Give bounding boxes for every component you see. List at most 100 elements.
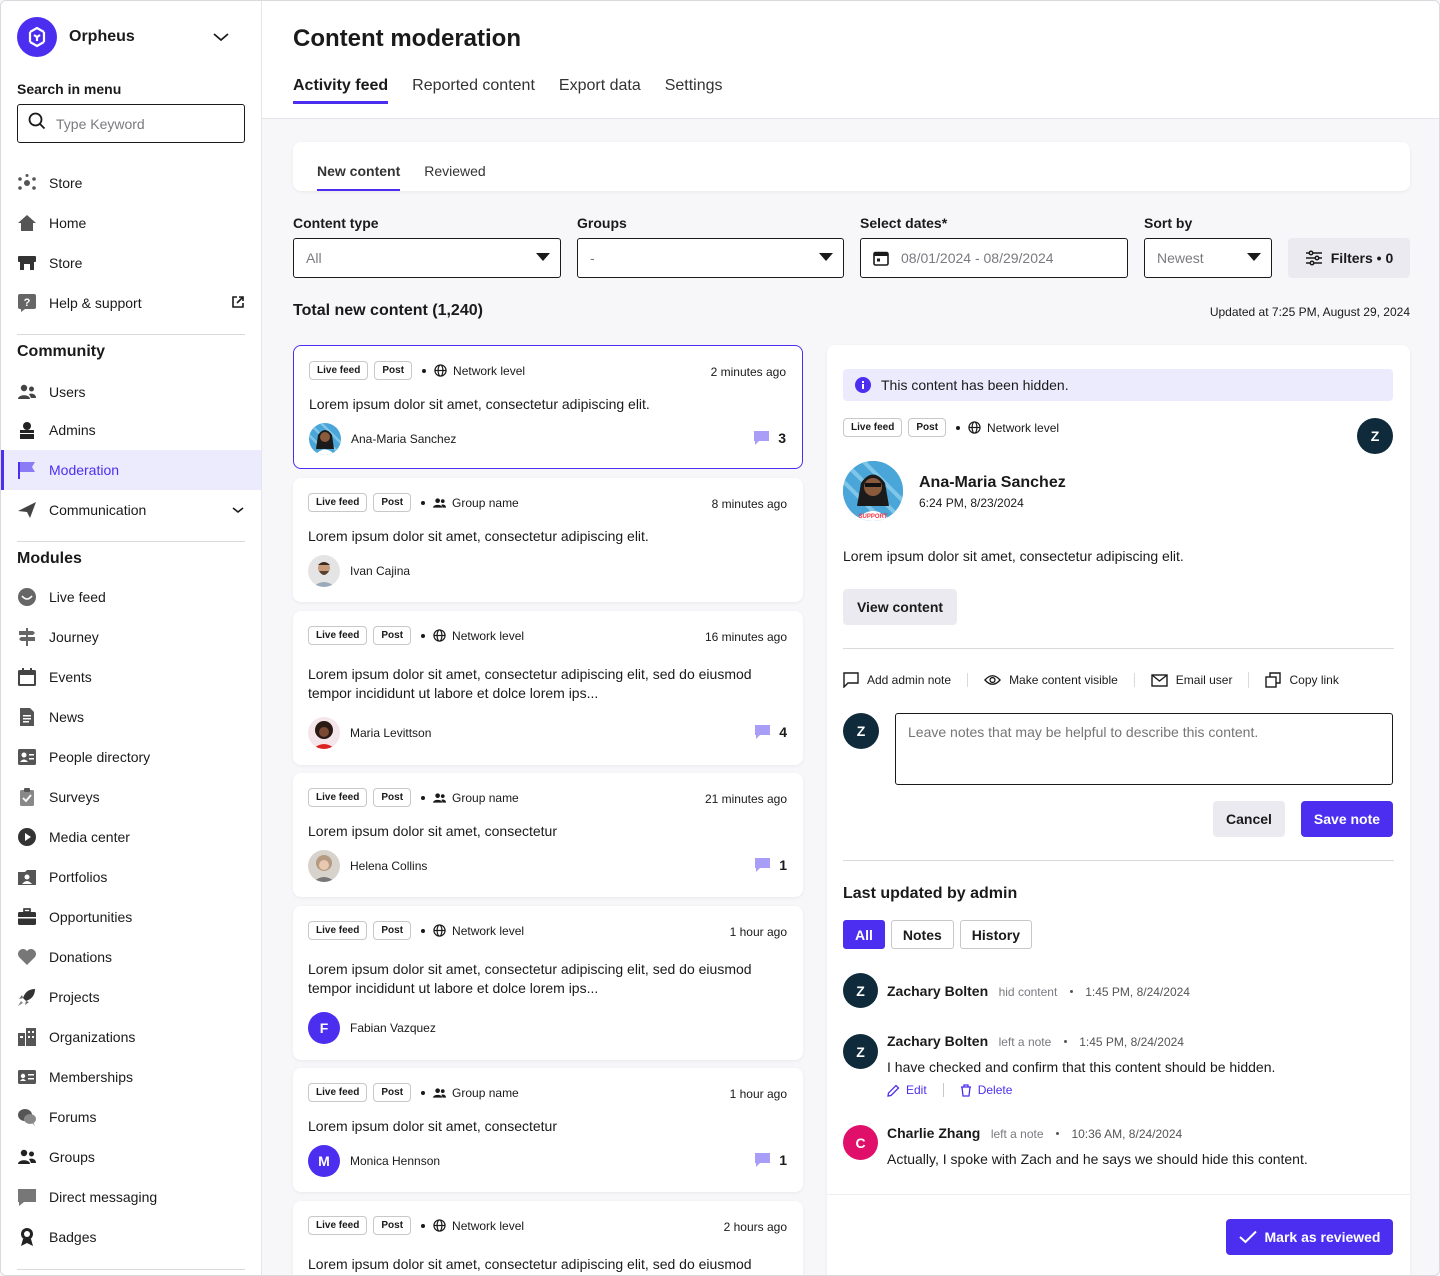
- author-name: Ivan Cajina: [350, 564, 411, 578]
- tab-settings[interactable]: Settings: [664, 77, 723, 94]
- nav-memberships[interactable]: Memberships: [1, 1057, 261, 1097]
- nav-news[interactable]: News: [1, 697, 261, 737]
- add-admin-note-action[interactable]: Add admin note: [843, 672, 967, 688]
- save-note-button[interactable]: Save note: [1301, 801, 1393, 837]
- search-input[interactable]: [56, 115, 226, 132]
- nav-admins[interactable]: Admins: [1, 410, 261, 450]
- feed-card[interactable]: Live feed Post Network level 16 minutes ago…: [293, 611, 803, 765]
- nav-label: Organizations: [49, 1029, 136, 1045]
- message-icon: [17, 1187, 37, 1207]
- copy-link-action[interactable]: Copy link: [1248, 672, 1354, 688]
- mark-as-reviewed-button[interactable]: Mark as reviewed: [1226, 1219, 1393, 1255]
- comment-bubble-icon: [754, 857, 771, 873]
- tab-reported-content[interactable]: Reported content: [412, 77, 535, 94]
- cancel-button[interactable]: Cancel: [1213, 801, 1285, 837]
- viewer-avatar[interactable]: Z: [1357, 418, 1393, 454]
- feed-card[interactable]: Live feed Post Network level 2 hours ago Lor…: [293, 1201, 803, 1275]
- divider: [843, 860, 1394, 861]
- nav-label: Opportunities: [49, 909, 133, 925]
- chip-kind: Post: [908, 418, 947, 437]
- feed-card[interactable]: Live feed Post Network level 1 hour ago Lore…: [293, 906, 803, 1060]
- filters-button[interactable]: Filters • 0: [1288, 238, 1410, 278]
- divider: [17, 541, 245, 542]
- nav-organizations[interactable]: Organizations: [1, 1017, 261, 1057]
- nav-moderation[interactable]: Moderation: [1, 450, 261, 490]
- sort-select[interactable]: Newest: [1144, 238, 1272, 278]
- users-icon: [17, 382, 37, 402]
- nav-help-support[interactable]: ? Help & support: [1, 283, 261, 323]
- groups-select[interactable]: -: [577, 238, 844, 278]
- nav-live-feed[interactable]: Live feed: [1, 577, 261, 617]
- scope-label: Group name: [452, 495, 519, 510]
- chevron-down-icon[interactable]: [211, 27, 231, 52]
- card-author: Ana-Maria Sanchez: [309, 423, 456, 455]
- nav-users[interactable]: Users: [1, 372, 261, 412]
- edit-note-button[interactable]: Edit: [887, 1083, 944, 1097]
- feed-card[interactable]: Live feed Post Group name 21 minutes ago Lor…: [293, 773, 803, 897]
- card-author: F Fabian Vazquez: [308, 1012, 436, 1044]
- nav-store-2[interactable]: Store: [1, 243, 261, 283]
- nav-communication[interactable]: Communication: [1, 490, 261, 530]
- make-visible-action[interactable]: Make content visible: [967, 673, 1134, 687]
- comment-count: 3: [753, 430, 786, 446]
- email-user-action[interactable]: Email user: [1133, 673, 1249, 687]
- tab-reviewed[interactable]: Reviewed: [424, 163, 486, 179]
- delete-note-button[interactable]: Delete: [944, 1083, 1012, 1097]
- send-icon: [17, 500, 37, 520]
- nav-journey[interactable]: Journey: [1, 617, 261, 657]
- history-tab-all[interactable]: All: [843, 920, 885, 949]
- nav-events[interactable]: Events: [1, 657, 261, 697]
- tab-new-content[interactable]: New content: [317, 163, 401, 191]
- tab-export-data[interactable]: Export data: [558, 77, 641, 94]
- history-tab-history[interactable]: History: [959, 920, 1033, 949]
- chip-type: Live feed: [308, 493, 368, 512]
- nav-store[interactable]: Store: [1, 163, 261, 203]
- card-author: Ivan Cajina: [308, 555, 410, 587]
- play-icon: [17, 827, 37, 847]
- chip-kind: Post: [373, 788, 412, 807]
- scope-label: Group name: [452, 790, 519, 805]
- clipboard-icon: [17, 787, 37, 807]
- card-meta: Live feed Post Network level: [308, 1216, 524, 1235]
- nav-forums[interactable]: Forums: [1, 1097, 261, 1137]
- nav-surveys[interactable]: Surveys: [1, 777, 261, 817]
- tab-activity-feed[interactable]: Activity feed: [293, 77, 389, 104]
- flag-icon: [17, 460, 37, 480]
- feed-card[interactable]: Live feed Post Network level 2 minutes ago L…: [293, 345, 803, 469]
- top-bar: Content moderation Activity feed Reporte…: [262, 1, 1439, 119]
- nav-badges[interactable]: Badges: [1, 1217, 261, 1257]
- nav-portfolios[interactable]: Portfolios: [1, 857, 261, 897]
- nav-groups[interactable]: Groups: [1, 1137, 261, 1177]
- chevron-down-icon[interactable]: [231, 503, 245, 520]
- log-time: 10:36 AM, 8/24/2024: [1071, 1127, 1183, 1141]
- content-type-select[interactable]: All: [293, 238, 561, 278]
- feed-card[interactable]: Live feed Post Group name 1 hour ago Lorem i…: [293, 1068, 803, 1192]
- nav-label: Events: [49, 669, 92, 685]
- avatar: [308, 555, 340, 587]
- card-text: Lorem ipsum dolor sit amet, consectetur: [308, 1118, 557, 1134]
- briefcase-icon: [17, 907, 37, 927]
- globe-icon: [433, 629, 446, 642]
- view-content-button[interactable]: View content: [843, 589, 957, 625]
- nav-projects[interactable]: Projects: [1, 977, 261, 1017]
- date-range-picker[interactable]: 08/01/2024 - 08/29/2024: [860, 238, 1128, 278]
- admin-note-input[interactable]: [895, 713, 1393, 785]
- nav-label: Moderation: [49, 462, 120, 478]
- select-value: Newest: [1157, 250, 1204, 266]
- nav-people-directory[interactable]: People directory: [1, 737, 261, 777]
- feed-card[interactable]: Live feed Post Group name 8 minutes ago Lore…: [293, 478, 803, 602]
- chip-kind: Post: [373, 493, 412, 512]
- nav-donations[interactable]: Donations: [1, 937, 261, 977]
- history-tab-notes[interactable]: Notes: [890, 920, 954, 949]
- nav-opportunities[interactable]: Opportunities: [1, 897, 261, 937]
- card-meta: Live feed Post Network level: [308, 921, 524, 940]
- brand-switcher[interactable]: Orpheus: [17, 17, 135, 57]
- nav-home[interactable]: Home: [1, 203, 261, 243]
- scope-label: Network level: [452, 923, 525, 938]
- portfolio-icon: [17, 867, 37, 887]
- search-field[interactable]: [17, 104, 245, 143]
- nav-media-center[interactable]: Media center: [1, 817, 261, 857]
- chip-type: Live feed: [308, 1083, 368, 1102]
- nav-direct-messaging[interactable]: Direct messaging: [1, 1177, 261, 1217]
- contact-card-icon: [17, 747, 37, 767]
